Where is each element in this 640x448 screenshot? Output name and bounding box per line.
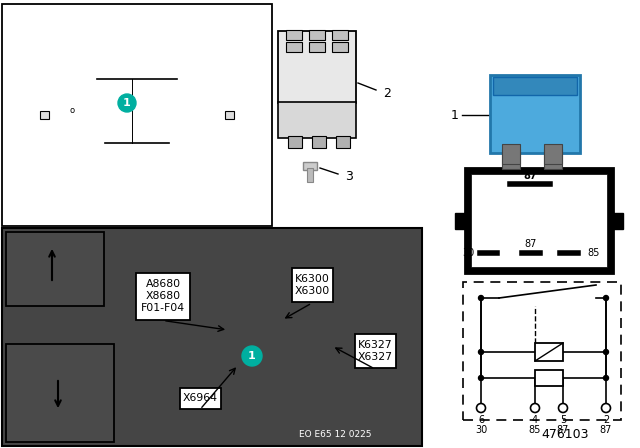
Circle shape: [604, 349, 609, 354]
Text: 85: 85: [587, 248, 600, 258]
Circle shape: [118, 94, 136, 112]
Bar: [463, 282, 621, 420]
Bar: [465, 168, 613, 273]
Circle shape: [477, 404, 486, 413]
Bar: [2, 228, 422, 446]
Bar: [286, 42, 302, 52]
Circle shape: [602, 404, 611, 413]
Bar: [136, 272, 189, 319]
Bar: [286, 30, 302, 40]
Bar: [502, 144, 520, 164]
Circle shape: [604, 296, 609, 301]
Text: 30: 30: [475, 425, 487, 435]
Bar: [6, 232, 104, 306]
Bar: [332, 42, 348, 52]
Bar: [309, 30, 325, 40]
Circle shape: [531, 404, 540, 413]
Circle shape: [479, 296, 483, 301]
Ellipse shape: [45, 63, 230, 168]
Text: 87: 87: [523, 171, 537, 181]
Text: 4: 4: [532, 415, 538, 425]
Text: X6964: X6964: [182, 393, 218, 403]
Bar: [278, 102, 356, 138]
Circle shape: [242, 346, 262, 366]
Bar: [336, 136, 350, 148]
Bar: [535, 343, 563, 361]
Text: K6300
X6300: K6300 X6300: [294, 274, 330, 296]
Bar: [544, 144, 562, 164]
Text: 87: 87: [525, 239, 537, 249]
Circle shape: [479, 349, 483, 354]
Bar: [544, 149, 562, 169]
Text: 1: 1: [451, 108, 459, 121]
Circle shape: [559, 404, 568, 413]
Bar: [613, 213, 623, 229]
Bar: [535, 370, 563, 386]
Circle shape: [604, 375, 609, 380]
Bar: [309, 42, 325, 52]
Text: 1: 1: [248, 351, 256, 361]
Bar: [291, 268, 333, 302]
Text: 476103: 476103: [541, 427, 589, 440]
Bar: [355, 334, 396, 368]
Text: 5: 5: [560, 415, 566, 425]
Text: o: o: [69, 105, 75, 115]
Bar: [312, 136, 326, 148]
Bar: [455, 213, 465, 229]
Text: 85: 85: [529, 425, 541, 435]
Text: 2: 2: [383, 86, 391, 99]
Text: A8680
X8680
F01-F04: A8680 X8680 F01-F04: [141, 280, 185, 313]
Text: 1: 1: [123, 98, 131, 108]
Text: 6: 6: [478, 415, 484, 425]
Bar: [278, 31, 356, 103]
Text: EO E65 12 0225: EO E65 12 0225: [299, 430, 371, 439]
Bar: [502, 149, 520, 169]
Text: 2: 2: [603, 415, 609, 425]
Bar: [179, 388, 221, 409]
Bar: [6, 344, 114, 442]
Bar: [2, 4, 272, 226]
Text: K6327
X6327: K6327 X6327: [358, 340, 392, 362]
Bar: [493, 77, 577, 95]
Circle shape: [479, 375, 483, 380]
Text: 3: 3: [345, 169, 353, 182]
Bar: [288, 136, 302, 148]
Ellipse shape: [90, 82, 184, 144]
Text: 30: 30: [463, 248, 475, 258]
Bar: [225, 111, 234, 119]
Text: 87: 87: [600, 425, 612, 435]
Bar: [332, 30, 348, 40]
Bar: [307, 168, 313, 182]
Bar: [303, 162, 317, 170]
Bar: [471, 174, 607, 267]
Bar: [40, 111, 49, 119]
Bar: [490, 75, 580, 153]
Text: 87: 87: [557, 425, 569, 435]
